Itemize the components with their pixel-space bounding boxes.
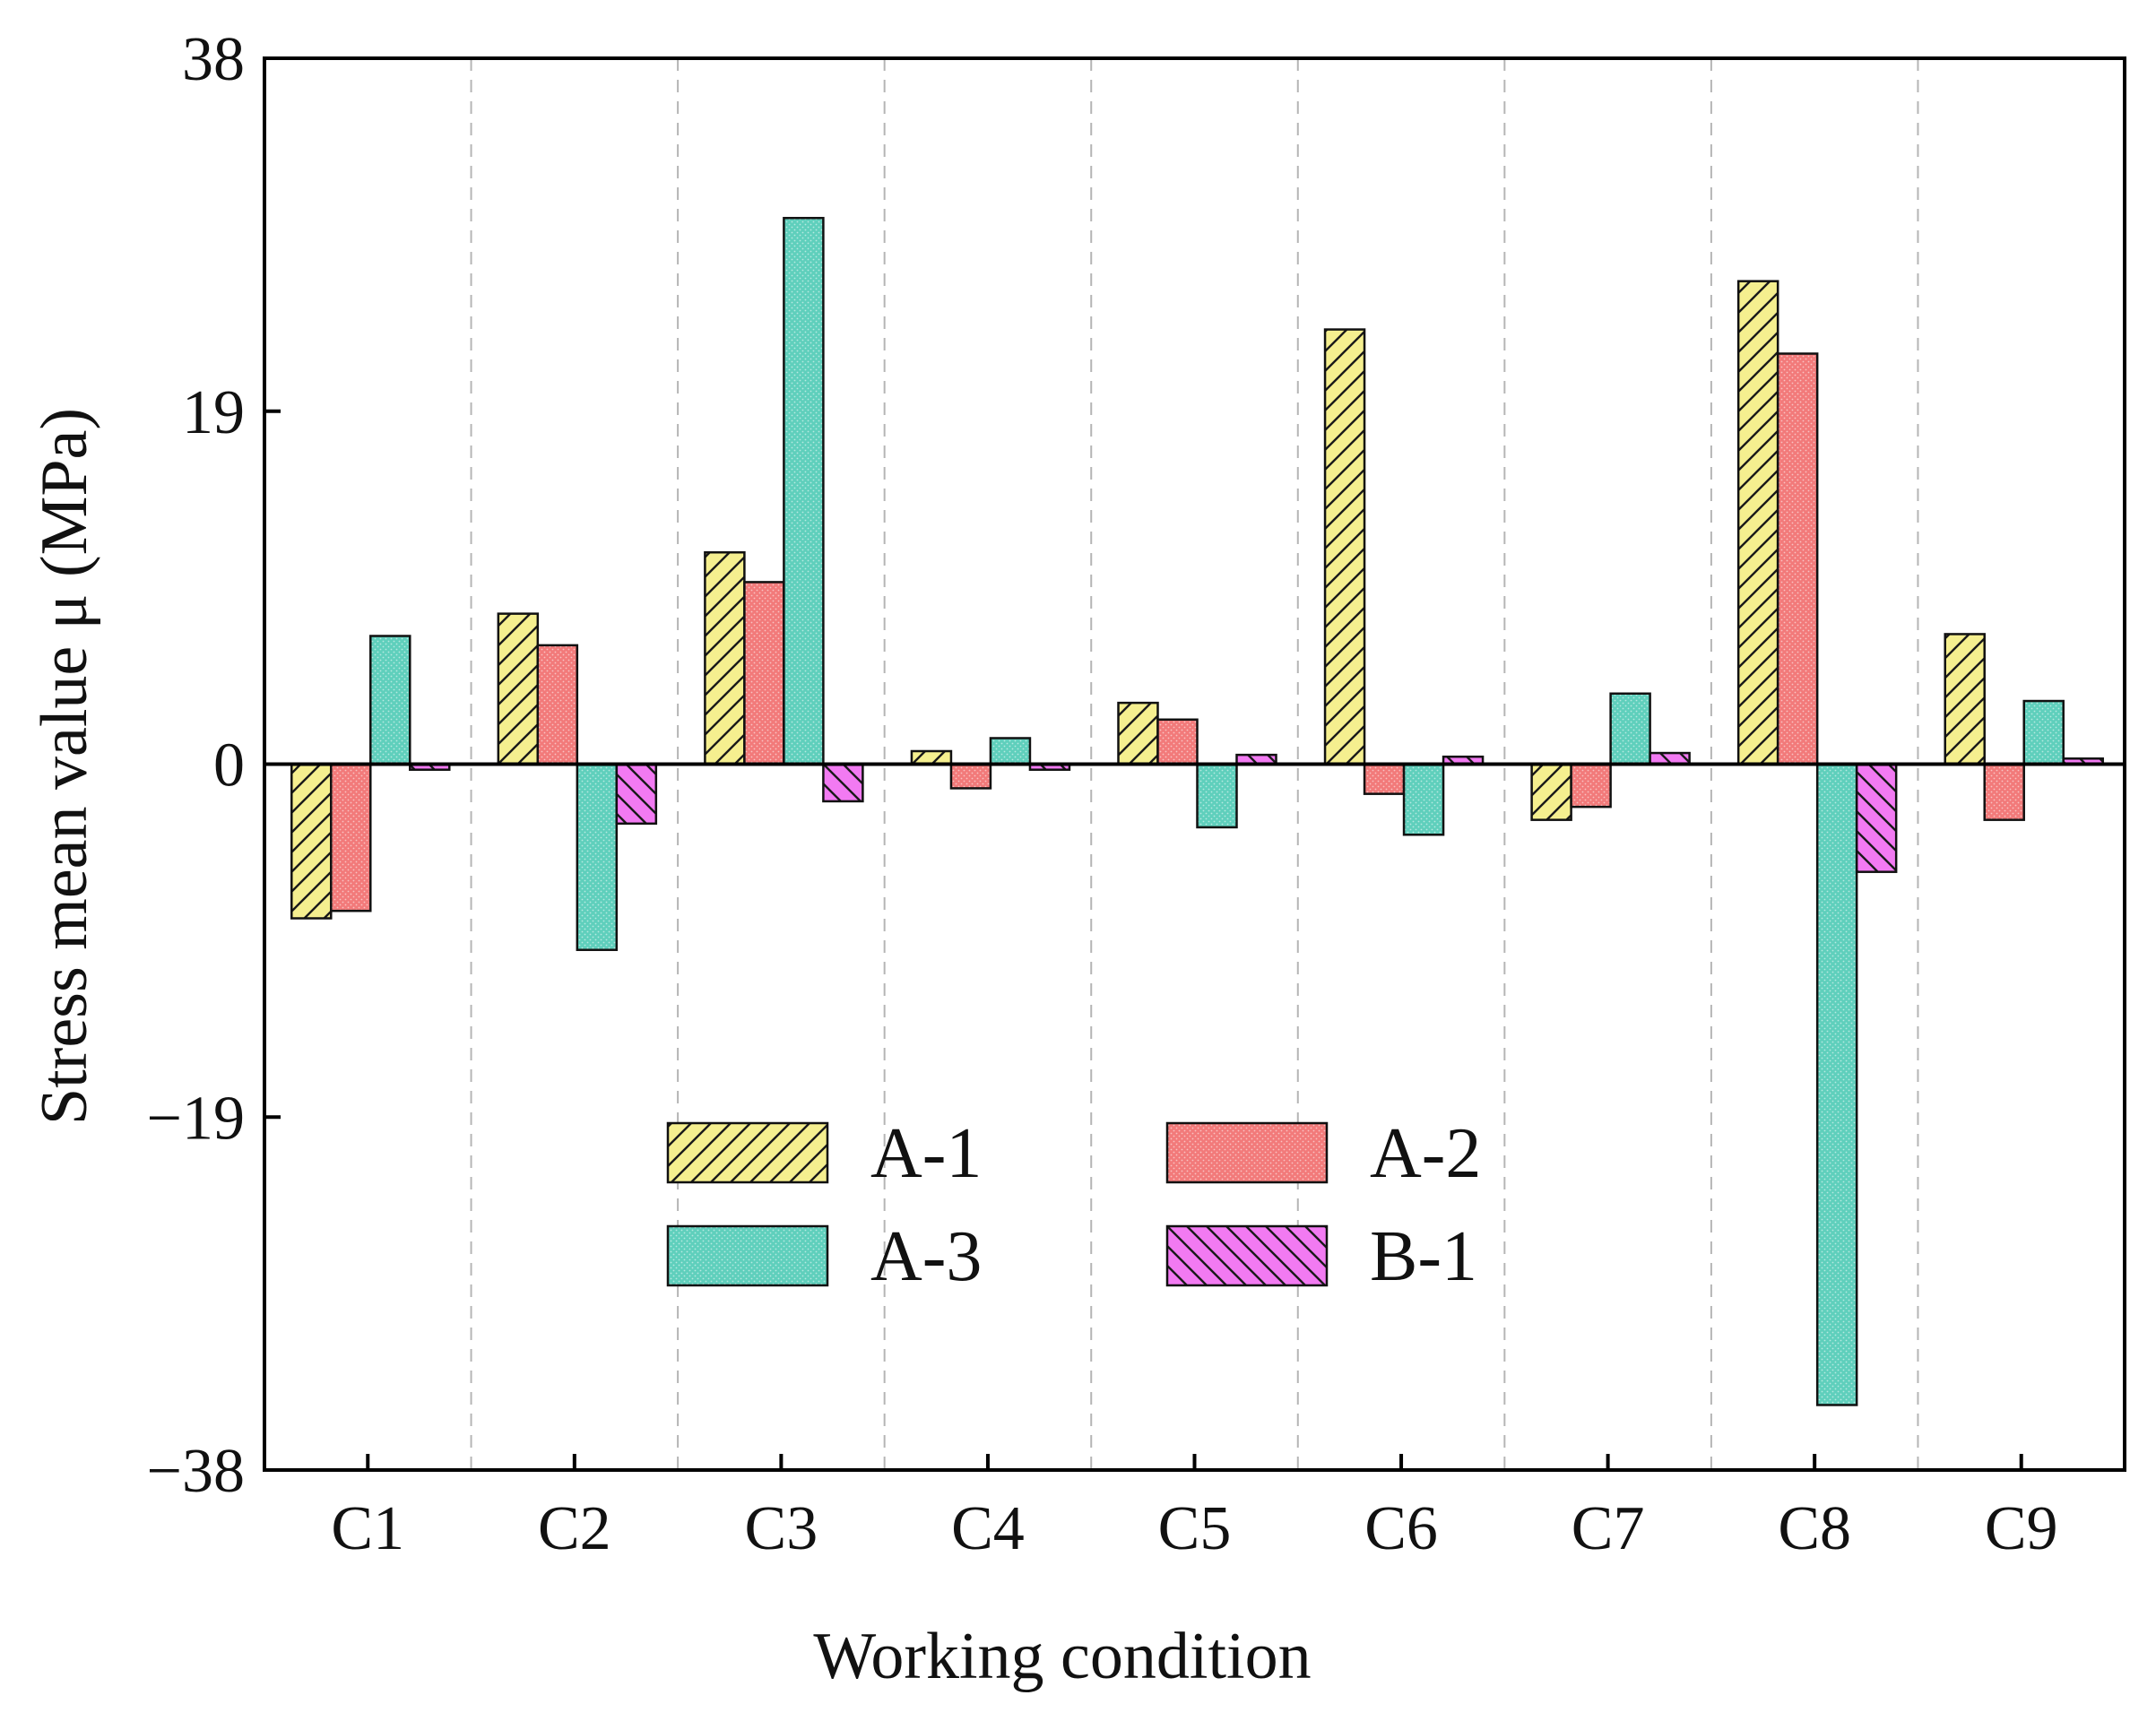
x-tick-label: C9 — [1985, 1494, 2058, 1563]
bar-a-1-c2 — [497, 612, 540, 765]
bar-a-3-c6 — [1402, 763, 1445, 836]
bar-a-1-c8 — [1736, 280, 1779, 765]
bar-a-2-c9 — [1983, 763, 2025, 821]
legend-item-a-2: A-2 — [1165, 1114, 1481, 1193]
plot-area: −38 −19 0 19 38 C1 C2 C3 C4 C5 C6 C7 C8 C9 — [147, 25, 2126, 1563]
y-axis: −38 −19 0 19 38 — [147, 25, 281, 1506]
bar-a-3-c4 — [989, 737, 1032, 765]
x-tick-label: C8 — [1778, 1494, 1851, 1563]
bar-a-2-c2 — [536, 644, 579, 765]
legend-label: A-1 — [870, 1114, 982, 1193]
x-tick-label: C4 — [951, 1494, 1025, 1563]
bar-a-3-c2 — [576, 763, 619, 951]
legend-swatch — [1165, 1121, 1329, 1184]
bar-a-3-c9 — [2022, 699, 2065, 765]
bar-a-1-c5 — [1117, 701, 1159, 765]
bar-a-2-c8 — [1776, 352, 1819, 765]
x-tick-label: C6 — [1364, 1494, 1438, 1563]
bar-a-2-c6 — [1363, 763, 1406, 795]
bar-b-1-c8 — [1855, 763, 1898, 873]
legend-item-a-1: A-1 — [666, 1114, 982, 1193]
bar-b-1-c2 — [615, 763, 658, 826]
x-axis-label: Working condition — [813, 1620, 1311, 1693]
bar-a-1-c4 — [910, 749, 953, 765]
legend: A-1 A-2 A-3 B-1 — [666, 1114, 1481, 1296]
legend-label: B-1 — [1370, 1217, 1477, 1296]
legend-swatch — [1165, 1224, 1329, 1287]
bar-b-1-c3 — [822, 763, 864, 803]
legend-swatch — [666, 1121, 829, 1184]
bar-a-3-c8 — [1815, 763, 1858, 1406]
legend-label: A-2 — [1370, 1114, 1481, 1193]
bar-a-2-c4 — [949, 763, 992, 790]
bars — [290, 216, 2104, 1406]
y-tick-label: 19 — [182, 378, 245, 447]
x-tick-label: C5 — [1158, 1494, 1232, 1563]
bar-b-1-c7 — [1649, 751, 1691, 765]
bar-a-3-c1 — [369, 635, 411, 765]
bar-a-1-c3 — [704, 551, 746, 765]
bar-a-2-c1 — [330, 763, 372, 912]
bar-a-1-c7 — [1530, 763, 1572, 821]
x-tick-label: C1 — [331, 1494, 404, 1563]
legend-item-b-1: B-1 — [1165, 1217, 1477, 1296]
x-tick-label: C7 — [1572, 1494, 1645, 1563]
bar-a-1-c1 — [290, 763, 333, 920]
legend-swatch — [666, 1224, 829, 1287]
legend-item-a-3: A-3 — [666, 1217, 982, 1296]
y-tick-label: 0 — [213, 731, 245, 800]
x-axis: C1 C2 C3 C4 C5 C6 C7 C8 C9 — [331, 1454, 2058, 1563]
bar-a-2-c7 — [1570, 763, 1612, 809]
bar-a-3-c5 — [1196, 763, 1238, 829]
bar-a-3-c3 — [783, 216, 825, 765]
bar-a-1-c9 — [1944, 633, 1986, 765]
bar-a-1-c6 — [1323, 328, 1366, 765]
bar-a-2-c5 — [1156, 718, 1199, 765]
y-tick-label: −38 — [147, 1437, 245, 1506]
y-tick-label: −19 — [147, 1084, 245, 1153]
x-tick-label: C3 — [745, 1494, 818, 1563]
x-tick-label: C2 — [538, 1494, 611, 1563]
y-tick-label: 38 — [182, 25, 245, 94]
bar-a-3-c7 — [1609, 692, 1651, 765]
y-axis-label: Stress mean value μ (MPa) — [28, 408, 101, 1125]
legend-label: A-3 — [870, 1217, 982, 1296]
bar-a-2-c3 — [743, 581, 785, 765]
